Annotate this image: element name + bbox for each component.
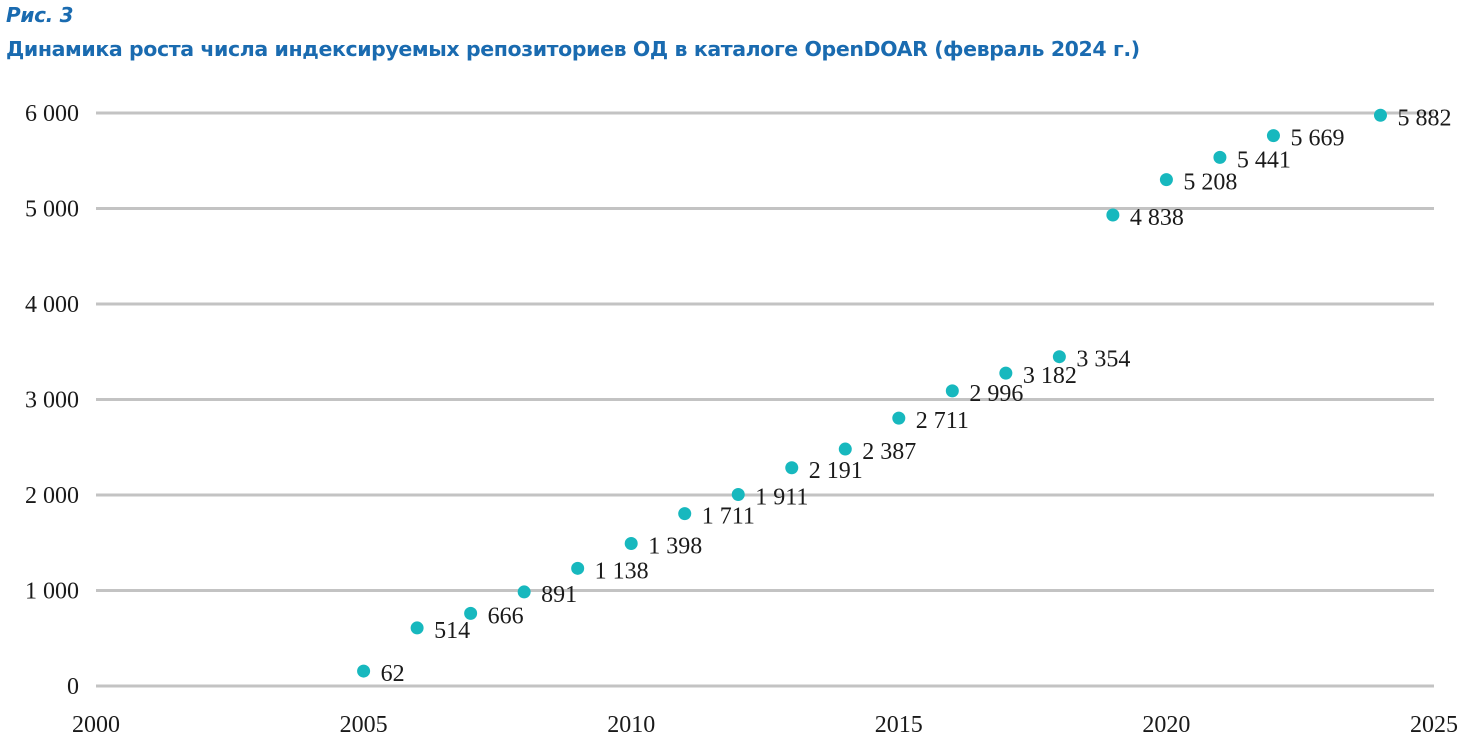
y-tick-label: 4 000 bbox=[25, 292, 79, 318]
data-label: 5 669 bbox=[1290, 126, 1344, 152]
data-point bbox=[571, 561, 585, 575]
x-tick-label: 2025 bbox=[1410, 712, 1458, 738]
y-tick-label: 5 000 bbox=[25, 197, 79, 223]
data-point bbox=[410, 621, 424, 635]
y-tick-label: 0 bbox=[67, 674, 79, 700]
data-points bbox=[357, 108, 1387, 678]
data-point bbox=[1159, 173, 1173, 187]
data-point bbox=[1373, 108, 1387, 122]
data-label: 4 838 bbox=[1130, 205, 1184, 231]
data-label: 2 191 bbox=[809, 458, 863, 484]
data-label: 2 387 bbox=[862, 439, 916, 465]
data-point bbox=[785, 461, 799, 475]
data-label: 666 bbox=[488, 603, 524, 629]
figure-title: Динамика роста числа индексируемых репоз… bbox=[6, 37, 1140, 61]
data-label: 3 182 bbox=[1023, 363, 1077, 389]
y-tick-label: 6 000 bbox=[25, 101, 79, 127]
x-tick-label: 2015 bbox=[875, 712, 923, 738]
data-point bbox=[1052, 350, 1066, 364]
data-label: 2 711 bbox=[916, 408, 969, 434]
data-label: 5 441 bbox=[1237, 147, 1291, 173]
gridlines bbox=[96, 111, 1434, 688]
data-label: 514 bbox=[434, 618, 470, 644]
data-point bbox=[999, 366, 1013, 380]
figure-label: Рис. 3 bbox=[6, 3, 74, 27]
data-point bbox=[678, 507, 692, 521]
data-label: 5 882 bbox=[1397, 105, 1451, 131]
x-tick-label: 2010 bbox=[607, 712, 655, 738]
x-tick-label: 2005 bbox=[340, 712, 388, 738]
data-label: 1 711 bbox=[702, 504, 755, 530]
data-point bbox=[464, 606, 478, 620]
y-axis-ticks: 0 1 000 2 000 3 000 4 000 5 000 6 000 bbox=[25, 101, 79, 700]
data-point bbox=[624, 536, 638, 550]
data-point bbox=[731, 487, 745, 501]
data-point bbox=[838, 442, 852, 456]
data-point bbox=[1106, 208, 1120, 222]
x-tick-label: 2000 bbox=[72, 712, 120, 738]
data-label: 891 bbox=[541, 582, 577, 608]
data-label: 3 354 bbox=[1076, 347, 1130, 373]
data-label: 1 911 bbox=[755, 484, 808, 510]
data-label: 5 208 bbox=[1183, 170, 1237, 196]
data-label: 2 996 bbox=[969, 381, 1023, 407]
data-label: 1 398 bbox=[648, 533, 702, 559]
data-point bbox=[1213, 150, 1227, 164]
data-point bbox=[517, 585, 531, 599]
data-point bbox=[945, 384, 959, 398]
data-point bbox=[1266, 129, 1280, 143]
data-label: 62 bbox=[381, 661, 405, 687]
x-tick-label: 2020 bbox=[1142, 712, 1190, 738]
y-tick-label: 3 000 bbox=[25, 388, 79, 414]
y-tick-label: 2 000 bbox=[25, 483, 79, 509]
data-point bbox=[892, 411, 906, 425]
y-tick-label: 1 000 bbox=[25, 579, 79, 605]
data-label: 1 138 bbox=[595, 558, 649, 584]
data-point bbox=[357, 664, 371, 678]
x-axis-ticks: 2000 2005 2010 2015 2020 2025 bbox=[72, 712, 1458, 738]
